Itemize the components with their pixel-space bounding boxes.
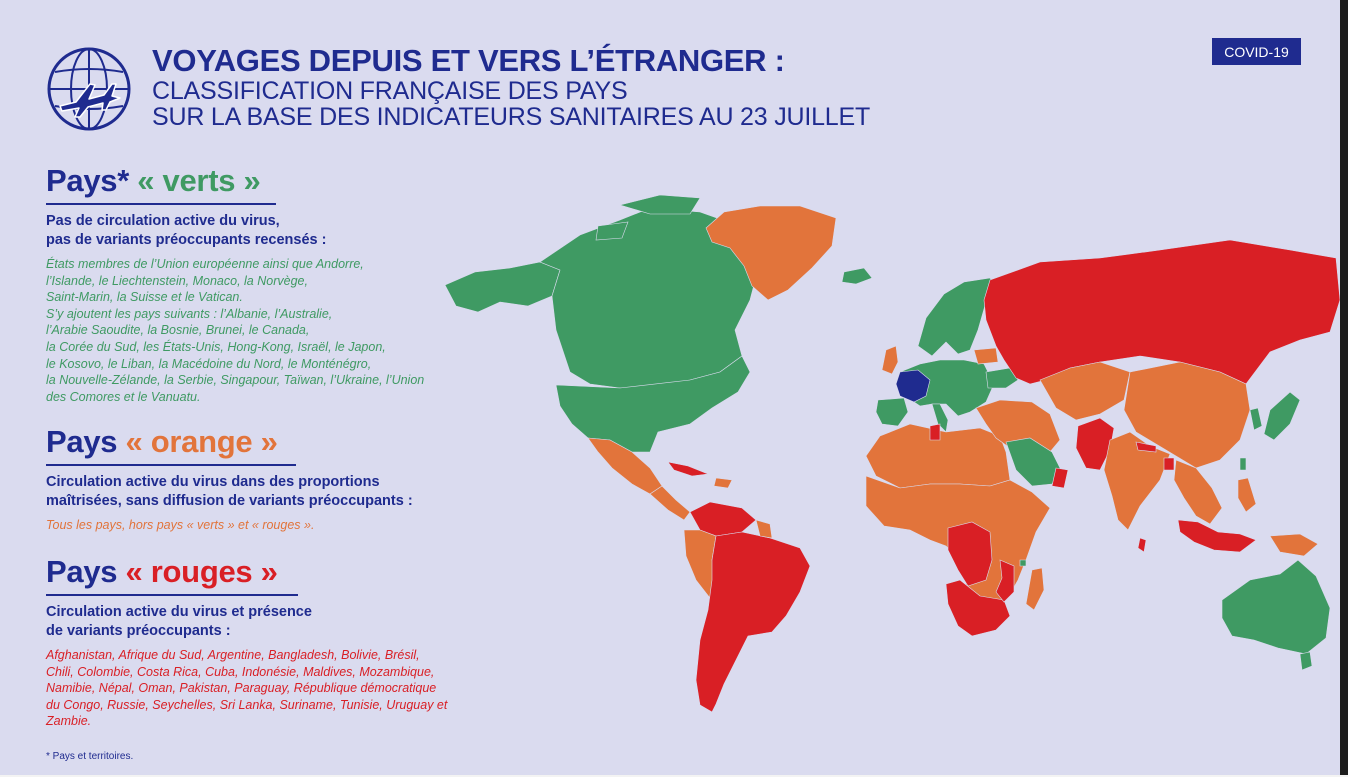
map-region-philippines — [1237, 477, 1257, 513]
map-region-south-africa-namibia — [945, 579, 1011, 637]
map-region-southeast-asia — [1173, 459, 1223, 525]
map-region-afghanistan-pakistan — [1075, 417, 1115, 471]
legend-verts-label: « verts » — [137, 163, 261, 198]
airplane-globe-icon — [47, 47, 131, 131]
map-region-taiwan — [1239, 457, 1247, 471]
map-region-ukraine — [985, 367, 1019, 389]
map-region-iberia — [875, 397, 909, 427]
footnote: * Pays et territoires. — [46, 751, 134, 762]
map-region-cuba — [667, 461, 709, 477]
map-region-france — [895, 369, 931, 403]
legend-rouges-label: « rouges » — [125, 554, 278, 589]
legend-orange-country-list: Tous les pays, hors pays « verts » et « … — [46, 518, 315, 532]
page-title: VOYAGES DEPUIS ET VERS L’ÉTRANGER : — [152, 43, 785, 78]
map-region-tunisia — [929, 423, 941, 441]
title-block: VOYAGES DEPUIS ET VERS L’ÉTRANGER : CLAS… — [152, 43, 871, 131]
map-region-mozambique — [995, 559, 1015, 603]
map-region-central-asia — [1039, 361, 1131, 421]
legend-verts: Pays* « verts » Pas de circulation activ… — [46, 163, 486, 405]
legend-orange: Pays « orange » Circulation active du vi… — [46, 424, 486, 534]
window-edge-right — [1340, 0, 1348, 777]
legend-orange-label: « orange » — [125, 424, 278, 459]
map-region-sri-lanka — [1137, 537, 1147, 553]
map-region-brazil-and-south — [695, 531, 811, 713]
page-subtitle-line-1: CLASSIFICATION FRANÇAISE DES PAYS — [152, 77, 628, 105]
legend-orange-prefix: Pays — [46, 424, 118, 459]
map-region-bangladesh — [1163, 457, 1175, 471]
legend-rouges-rule — [46, 594, 298, 596]
legend-orange-rule — [46, 464, 296, 466]
map-region-italy — [931, 403, 949, 433]
map-region-indonesia — [1177, 519, 1257, 553]
legend-rouges: Pays « rouges » Circulation active du vi… — [46, 554, 486, 730]
map-region-papua — [1269, 533, 1319, 557]
map-region-guianas — [755, 519, 773, 539]
map-region-india — [1103, 431, 1171, 531]
map-region-iceland — [841, 267, 873, 285]
map-region-comoros — [1019, 559, 1027, 567]
map-region-madagascar — [1025, 567, 1045, 611]
legend-rouges-description: Circulation active du virus et présence … — [46, 604, 312, 639]
legend-verts-prefix: Pays* — [46, 163, 129, 198]
legend-verts-rule — [46, 203, 276, 205]
legend-rouges-country-list: Afghanistan, Afrique du Sud, Argentine, … — [46, 648, 448, 729]
map-region-europe — [899, 359, 995, 417]
map-region-central-america — [649, 485, 691, 521]
map-region-korea — [1249, 407, 1263, 431]
map-region-china-mongolia — [1123, 361, 1251, 469]
map-region-uk-ireland — [881, 345, 899, 375]
covid-badge: COVID-19 — [1212, 38, 1301, 65]
map-region-new-zealand — [1299, 651, 1313, 671]
window-edge-bottom — [0, 775, 1348, 777]
page-subtitle-line-2: SUR LA BASE DES INDICATEURS SANITAIRES A… — [152, 103, 871, 131]
map-region-australia — [1221, 559, 1331, 655]
map-region-japan — [1263, 391, 1301, 441]
map-region-nepal — [1135, 441, 1157, 453]
map-region-russia — [983, 239, 1340, 385]
map-region-usa — [555, 355, 751, 453]
map-region-oman — [1051, 467, 1069, 489]
legend-rouges-prefix: Pays — [46, 554, 118, 589]
legend-orange-description: Circulation active du virus dans des pro… — [46, 474, 413, 509]
legend-verts-description: Pas de circulation active du virus, pas … — [46, 213, 327, 248]
map-region-arctic-islands — [595, 194, 701, 241]
map-region-drc-zambia — [947, 521, 993, 587]
map-region-greenland — [705, 205, 837, 301]
map-region-belarus — [973, 347, 999, 365]
legend-verts-country-list: États membres de l’Union européenne ains… — [46, 257, 425, 404]
map-region-caribbean — [713, 477, 733, 489]
